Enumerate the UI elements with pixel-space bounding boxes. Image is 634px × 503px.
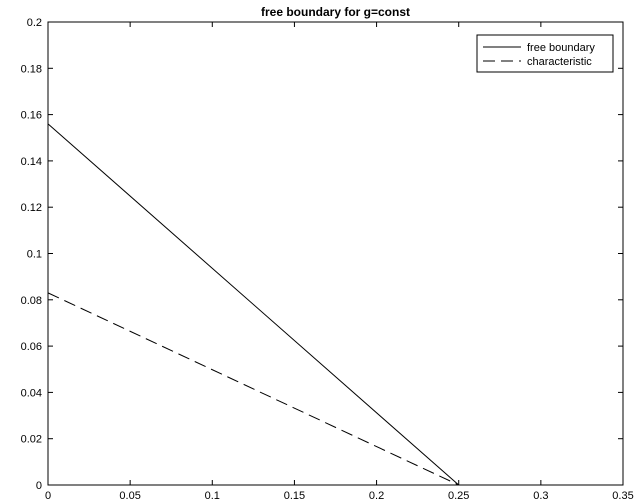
y-tick-label: 0 (36, 480, 42, 492)
chart-title: free boundary for g=const (261, 5, 410, 19)
legend-box (476, 34, 614, 73)
y-tick-label: 0.18 (21, 63, 42, 75)
x-tick-label: 0.25 (448, 490, 469, 502)
x-tick-label: 0.3 (533, 490, 548, 502)
series-line-free-boundary (47, 123, 460, 486)
x-tick-label: 0.35 (612, 490, 633, 502)
y-axis-ticks: 0 0.02 0.04 0.06 0.08 0.1 0.12 0.14 0.16 0.18 0.2 (21, 17, 623, 492)
y-tick-label: 0.16 (21, 110, 42, 122)
x-tick-label: 0.15 (284, 490, 305, 502)
legend: free boundary characteristic (476, 34, 614, 73)
x-tick-label: 0.2 (369, 490, 384, 502)
y-tick-label: 0.1 (27, 249, 42, 261)
series-line-characteristic (47, 292, 459, 486)
y-tick-label: 0.08 (21, 295, 42, 307)
legend-label: free boundary (527, 42, 595, 54)
y-tick-label: 0.06 (21, 341, 42, 353)
series-lines (47, 123, 460, 486)
x-axis-ticks: 0 0.05 0.1 0.15 0.2 0.25 0.3 0.35 (45, 22, 634, 502)
y-tick-label: 0.14 (21, 156, 42, 168)
x-tick-label: 0 (45, 490, 51, 502)
plot-area (47, 21, 624, 486)
x-tick-label: 0.05 (119, 490, 140, 502)
y-tick-label: 0.02 (21, 434, 42, 446)
y-tick-label: 0.2 (27, 17, 42, 29)
y-tick-label: 0.12 (21, 202, 42, 214)
x-tick-label: 0.1 (205, 490, 220, 502)
y-tick-label: 0.04 (21, 387, 42, 399)
legend-label: characteristic (527, 56, 592, 68)
